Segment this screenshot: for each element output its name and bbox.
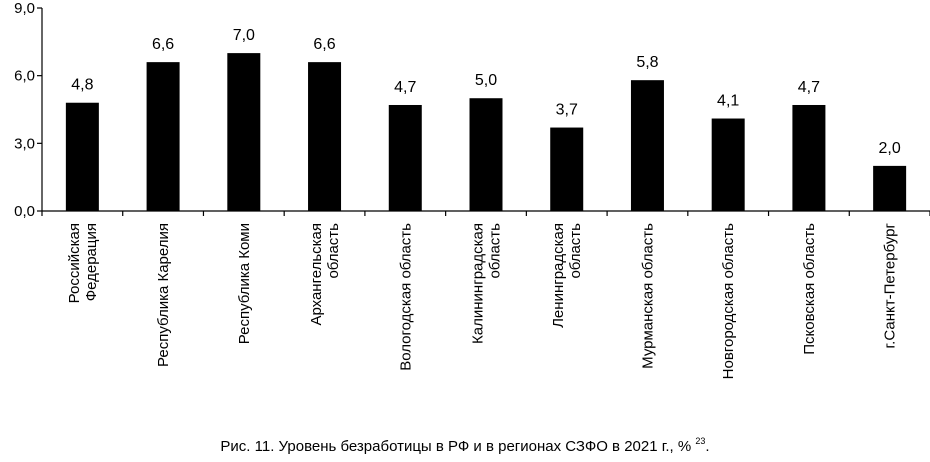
- data-label: 4,1: [717, 93, 739, 110]
- bar: [308, 62, 342, 212]
- data-label: 3,7: [556, 102, 578, 119]
- data-label: 4,7: [798, 79, 820, 96]
- y-tick-label: 3,0: [14, 135, 35, 152]
- caption-text: Рис. 11. Уровень безработицы в РФ и в ре…: [220, 438, 692, 455]
- category-label-line: г.Санкт-Петербург: [882, 222, 899, 348]
- bar: [388, 104, 422, 211]
- bar: [65, 102, 99, 211]
- category-label: г.Санкт-Петербург: [882, 222, 899, 348]
- category-label-line: Ленинградская: [550, 223, 567, 328]
- caption-tail: .: [705, 438, 710, 455]
- chart-axes: 0,0 3,0 6,0 9,0: [14, 0, 930, 220]
- category-label-line: Новгородская область: [720, 223, 737, 379]
- unemployment-bar-chart: 0,0 3,0 6,0 9,0 4,8 Российская Федерация 6,6 Ре…: [14, 0, 930, 379]
- bar: [792, 104, 826, 211]
- category-label: Новгородская область: [720, 223, 737, 379]
- bar: [873, 165, 907, 211]
- category-label-line: Мурманская область: [639, 223, 656, 369]
- category-label: Архангельская область: [308, 223, 342, 326]
- category-label: Республика Коми: [236, 223, 253, 344]
- bar: [711, 118, 745, 211]
- category-label-line: Республика Коми: [236, 223, 253, 344]
- category-label-line: Федерация: [83, 223, 100, 301]
- chart-bars: [65, 53, 907, 212]
- data-label: 6,6: [313, 36, 335, 53]
- data-label: 4,7: [394, 79, 416, 96]
- category-label-line: Российская: [66, 223, 83, 303]
- bar: [550, 127, 584, 211]
- y-tick-label: 0,0: [14, 203, 35, 220]
- chart-labels: 4,8 Российская Федерация 6,6 Республика Каре…: [66, 27, 901, 379]
- category-label-line: область: [487, 223, 504, 279]
- category-label-line: Псковская область: [801, 223, 818, 355]
- category-label-line: Архангельская: [308, 223, 325, 326]
- bar: [146, 62, 180, 212]
- category-label-line: Вологодская область: [397, 223, 414, 371]
- category-label-line: Калининградская: [470, 223, 487, 344]
- data-label: 2,0: [879, 140, 901, 157]
- category-label-line: Республика Карелия: [155, 223, 172, 367]
- y-tick-label: 6,0: [14, 68, 35, 85]
- bar: [227, 53, 261, 211]
- data-label: 4,8: [71, 77, 93, 94]
- caption-footnote: 23: [695, 436, 706, 446]
- bar: [469, 98, 503, 211]
- y-tick-label: 9,0: [14, 0, 35, 17]
- category-label: Российская Федерация: [66, 223, 100, 303]
- category-label: Мурманская область: [639, 223, 656, 369]
- category-label: Ленинградская область: [550, 223, 584, 328]
- category-label-line: область: [567, 223, 584, 279]
- data-label: 5,0: [475, 72, 497, 89]
- data-label: 5,8: [636, 54, 658, 71]
- bar: [630, 80, 664, 211]
- data-label: 7,0: [233, 27, 255, 44]
- category-label: Калининградская область: [470, 223, 504, 344]
- category-label: Псковская область: [801, 223, 818, 355]
- category-label-line: область: [325, 223, 342, 279]
- category-label: Вологодская область: [397, 223, 414, 371]
- data-label: 6,6: [152, 36, 174, 53]
- category-label: Республика Карелия: [155, 223, 172, 367]
- figure-caption: Рис. 11. Уровень безработицы в РФ и в ре…: [0, 436, 930, 455]
